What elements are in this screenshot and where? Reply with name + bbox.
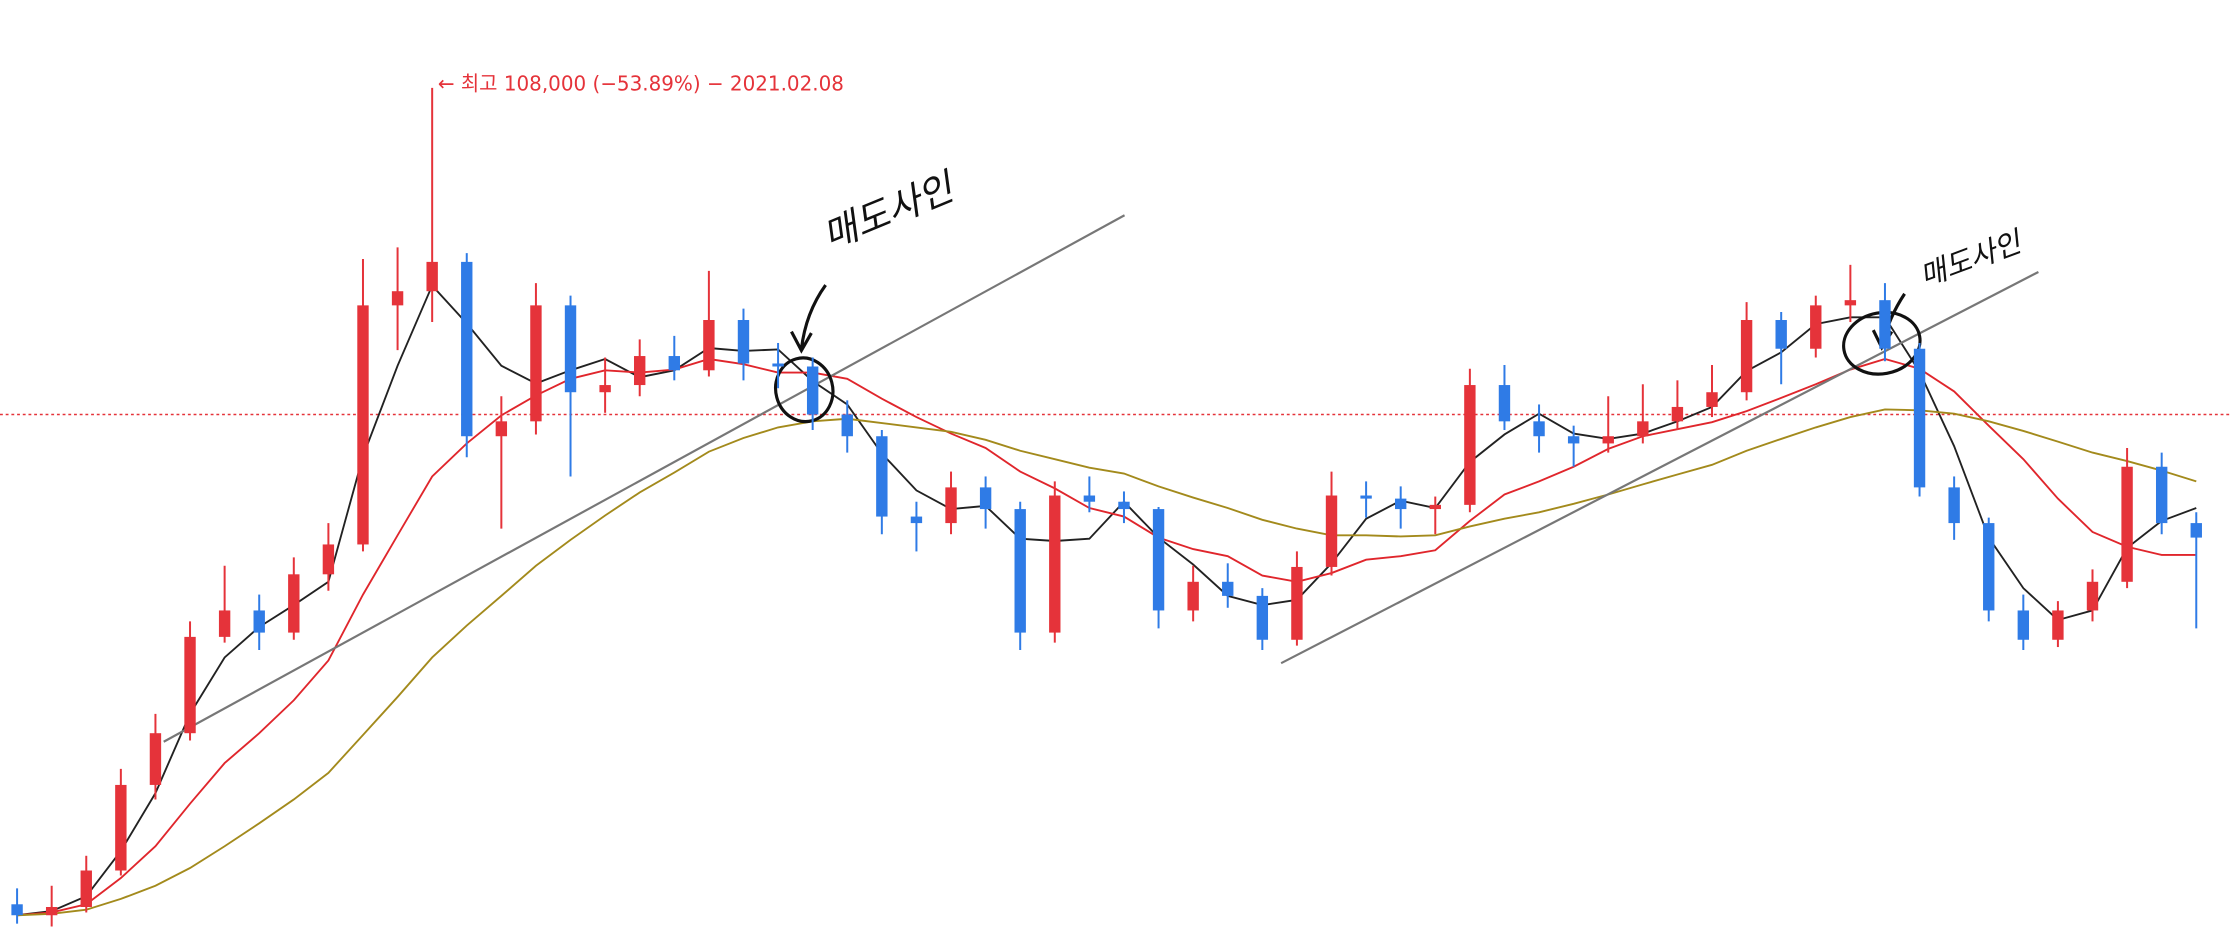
candle-body [530,305,542,422]
candle-body [2052,610,2064,640]
candle-body [1049,495,1061,633]
candle-body [1602,436,1614,444]
candle-body [495,421,508,437]
candle-body [288,574,300,633]
candle-body [1567,436,1580,444]
candle-body [703,320,715,371]
candle-body [1118,501,1130,510]
high-label: ← 최고 108,000 (−53.89%) − 2021.02.08 [438,71,844,95]
candle-body [218,610,231,637]
candle-body [1325,495,1338,567]
candle-body [1740,320,1753,393]
candle-body [772,363,784,367]
candle-body [1222,581,1234,596]
candle-body [1429,504,1441,510]
moving-average [17,408,2197,917]
candle-body [668,356,680,371]
candle-body [945,487,957,524]
candle-body [391,291,404,306]
candle-body [2155,466,2168,524]
candle-body [1498,385,1511,422]
annotation: 매도사인 [1915,224,2027,294]
candle-body [1291,566,1303,640]
candle-body [2017,610,2030,640]
candle-body [979,487,992,510]
candle-body [1014,509,1026,633]
candle-body [461,261,473,437]
candle-body [1983,523,1995,611]
candle-body [599,385,611,393]
candle-body [1948,487,1960,524]
candle-body [1187,581,1199,611]
candle-body [806,366,819,415]
candle-body [45,906,58,916]
candle-body [1464,385,1476,505]
sketch [774,284,1922,424]
candle-body [149,733,162,785]
candle-body [1844,300,1857,306]
candle-body [564,305,577,393]
candle-body [876,436,888,517]
candle-body [80,870,92,907]
candle-body [634,356,646,386]
sketch-circle [1842,310,1922,376]
candle-body [1256,595,1269,640]
candle-body [1879,300,1891,349]
candle-body [253,610,265,633]
annotation: 매도사인 [817,164,963,259]
candle-body [426,261,438,292]
candle-body [322,544,335,575]
candle-body [2121,466,2133,582]
candle-body [2190,523,2202,538]
sketch-arrow [790,284,827,354]
candle-body [11,904,23,916]
candle-body [1810,305,1822,349]
trend-line [163,214,1126,743]
candle-body [1360,495,1372,499]
candle-body [1083,495,1096,502]
candle-body [115,784,127,871]
moving-average [16,283,2197,917]
candle-body [910,516,923,524]
moving-average [17,358,2197,917]
candle-body [1152,509,1165,611]
candle-body [1706,392,1718,407]
candle-body [1775,320,1787,349]
candle-body [357,305,369,545]
candle-body [184,636,196,734]
trend-line [1280,271,2039,665]
candle-body [1395,498,1407,510]
candle-body [737,320,750,364]
candle-body [1637,421,1649,437]
candle-body [841,414,853,437]
candle-body [1913,348,1926,488]
candle-body [2086,581,2099,611]
candle-body [1533,421,1545,437]
candle-body [1671,406,1684,422]
